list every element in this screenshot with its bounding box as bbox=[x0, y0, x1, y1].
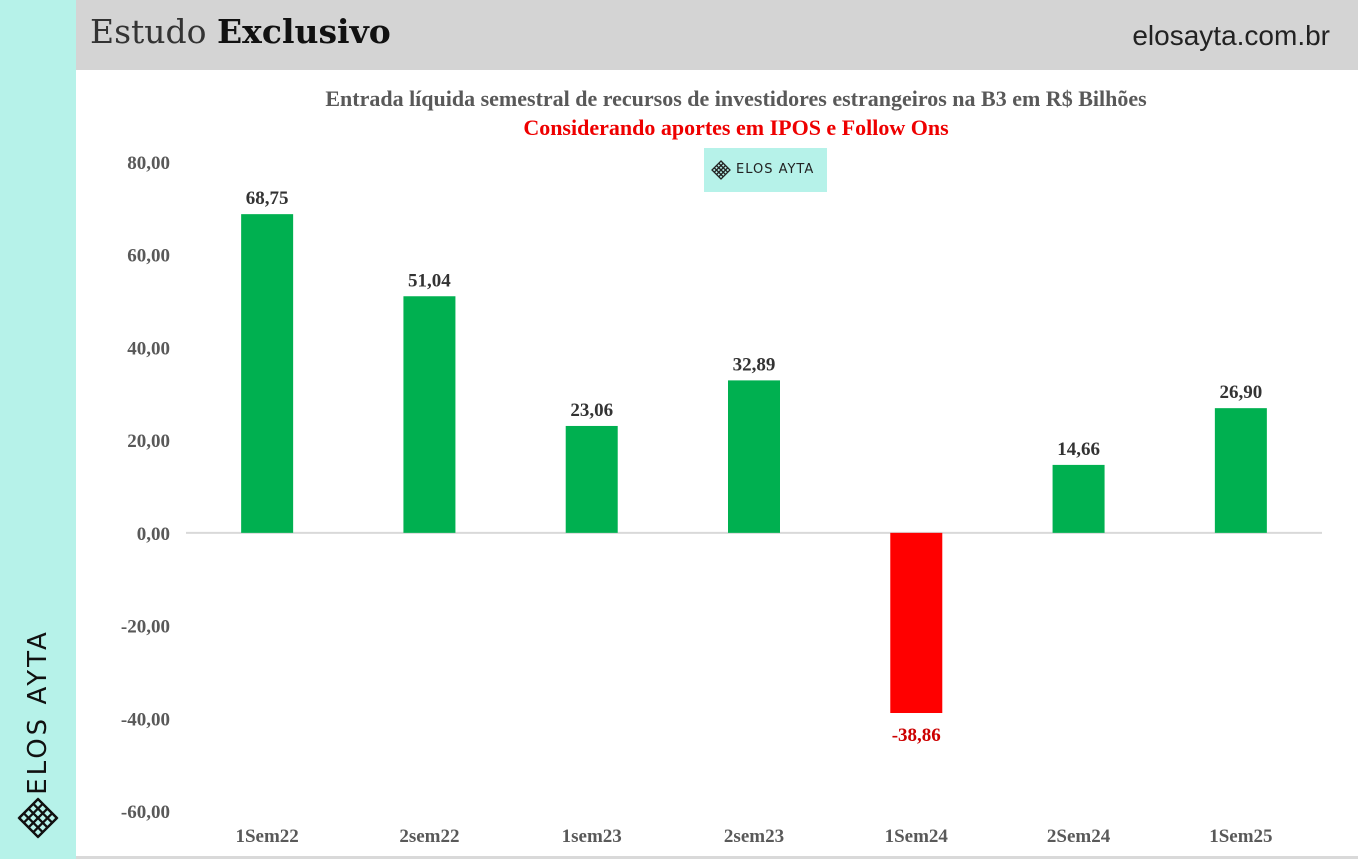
brand-badge: ELOS AYTA bbox=[704, 148, 827, 192]
y-tick-label: 40,00 bbox=[127, 338, 170, 359]
x-tick-label: 1sem23 bbox=[562, 826, 622, 847]
data-label: 26,90 bbox=[1219, 382, 1262, 403]
bar bbox=[565, 425, 618, 533]
bar bbox=[403, 296, 456, 533]
elos-ayta-logo-icon bbox=[711, 160, 731, 180]
y-tick-label: -20,00 bbox=[121, 617, 170, 638]
brand-sidebar: ELOS AYTA bbox=[0, 0, 76, 859]
page-title: Estudo Exclusivo bbox=[90, 12, 391, 51]
data-label: -38,86 bbox=[892, 725, 941, 746]
bar bbox=[728, 380, 780, 533]
x-tick-label: 2Sem24 bbox=[1047, 826, 1111, 847]
y-tick-label: 60,00 bbox=[127, 246, 170, 267]
data-label: 32,89 bbox=[733, 354, 776, 375]
x-tick-label: 2sem22 bbox=[399, 826, 459, 847]
x-tick-label: 1Sem22 bbox=[235, 826, 298, 847]
data-label: 23,06 bbox=[570, 400, 613, 421]
bottom-divider bbox=[76, 856, 1358, 859]
x-tick-label: 2sem23 bbox=[724, 826, 784, 847]
badge-label: ELOS AYTA bbox=[736, 162, 815, 177]
data-label: 68,75 bbox=[246, 188, 289, 209]
y-tick-label: 20,00 bbox=[127, 431, 170, 452]
site-url: elosayta.com.br bbox=[1132, 20, 1330, 51]
chart-subtitle: Considerando aportes em IPOS e Follow On… bbox=[523, 115, 949, 140]
data-label: 51,04 bbox=[408, 270, 451, 291]
y-tick-label: -60,00 bbox=[121, 802, 170, 823]
bar bbox=[241, 214, 294, 533]
data-label: 14,66 bbox=[1057, 439, 1100, 460]
bar bbox=[890, 532, 943, 714]
x-tick-label: 1Sem24 bbox=[885, 826, 949, 847]
chart-title: Entrada líquida semestral de recursos de… bbox=[325, 86, 1147, 111]
title-regular: Estudo bbox=[90, 12, 207, 51]
y-tick-label: 0,00 bbox=[137, 524, 170, 545]
elos-ayta-logo-icon bbox=[17, 797, 59, 839]
y-tick-label: -40,00 bbox=[121, 709, 170, 730]
title-bold: Exclusivo bbox=[217, 12, 391, 51]
bar bbox=[1214, 408, 1267, 533]
bar bbox=[1052, 464, 1105, 533]
header-bar: Estudo Exclusivo elosayta.com.br bbox=[76, 0, 1358, 70]
y-tick-label: 80,00 bbox=[127, 153, 170, 174]
x-tick-label: 1Sem25 bbox=[1209, 826, 1272, 847]
